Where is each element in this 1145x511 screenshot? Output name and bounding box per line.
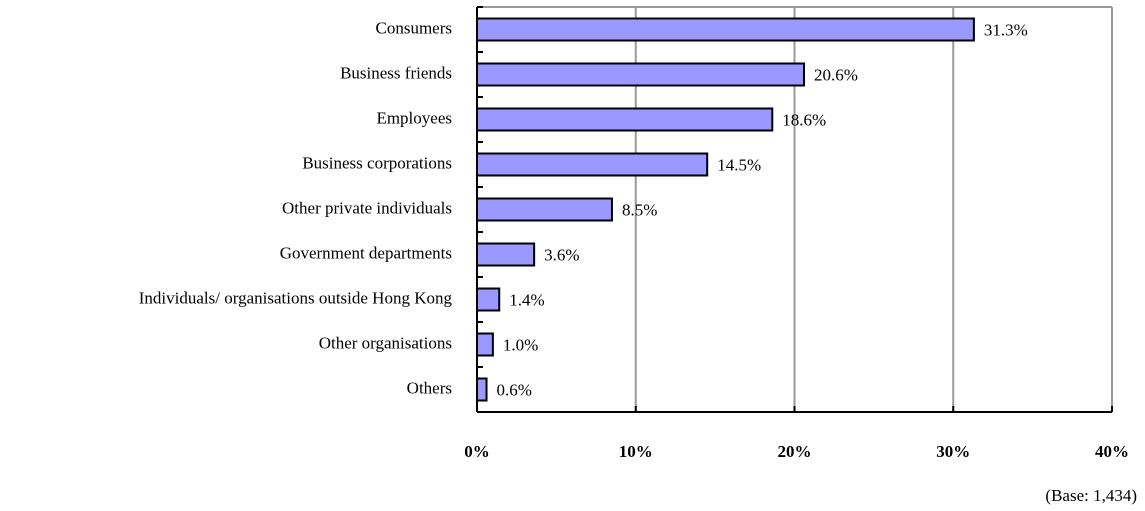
- y-tick-label: Others: [407, 378, 452, 397]
- bar: [476, 287, 501, 312]
- x-tick-label: 10%: [619, 442, 653, 461]
- value-label: 1.0%: [503, 335, 538, 354]
- y-tick-label: Other private individuals: [282, 198, 452, 217]
- y-tick-label: Other organisations: [319, 333, 452, 352]
- bar: [476, 377, 488, 402]
- x-tick-label: 0%: [464, 442, 490, 461]
- value-label: 20.6%: [814, 65, 858, 84]
- value-label: 18.6%: [782, 110, 826, 129]
- value-label: 3.6%: [544, 245, 579, 264]
- value-label: 0.6%: [497, 380, 532, 399]
- bar: [476, 197, 613, 222]
- bar: [476, 332, 494, 357]
- base-note: (Base: 1,434): [1045, 486, 1137, 505]
- bar: [476, 107, 774, 132]
- value-label: 8.5%: [622, 200, 657, 219]
- bar: [476, 242, 536, 267]
- y-tick-label: Business friends: [340, 63, 452, 82]
- x-tick-label: 40%: [1095, 442, 1129, 461]
- y-tick-label: Individuals/ organisations outside Hong …: [139, 288, 453, 307]
- y-tick-label: Government departments: [280, 243, 452, 262]
- bar: [476, 62, 806, 87]
- bar: [476, 17, 975, 42]
- bar: [476, 152, 709, 177]
- x-tick-label: 20%: [778, 442, 812, 461]
- value-label: 1.4%: [509, 290, 544, 309]
- y-tick-label: Consumers: [376, 18, 453, 37]
- x-tick-label: 30%: [936, 442, 970, 461]
- value-label: 14.5%: [717, 155, 761, 174]
- value-label: 31.3%: [984, 20, 1028, 39]
- y-tick-label: Business corporations: [302, 153, 452, 172]
- y-tick-label: Employees: [376, 108, 452, 127]
